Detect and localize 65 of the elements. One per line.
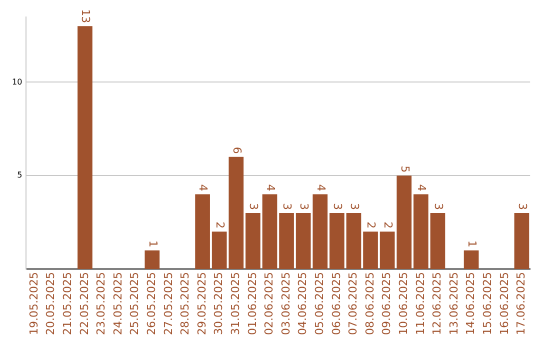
bar — [464, 250, 479, 270]
data-label: 2 — [381, 222, 394, 229]
bar — [78, 26, 92, 270]
data-label: 3 — [297, 202, 310, 210]
x-tick-label: 21.05.2025 — [61, 272, 74, 336]
data-label: 1 — [465, 240, 478, 248]
x-tick-label: 19.05.2025 — [27, 272, 40, 336]
data-label: 5 — [398, 166, 412, 173]
x-tick-label: 07.06.2025 — [346, 272, 360, 336]
x-tick-label: 08.06.2025 — [363, 272, 376, 336]
data-label: 1 — [146, 240, 160, 248]
bar — [279, 212, 294, 270]
x-tick-label: 25.05.2025 — [128, 272, 142, 336]
bar — [195, 194, 210, 270]
x-tick-label: 13.06.2025 — [447, 272, 460, 336]
x-tick-label: 26.05.2025 — [145, 272, 158, 336]
data-label: 4 — [196, 184, 210, 192]
x-tick-label: 30.05.2025 — [212, 272, 226, 336]
bar — [380, 232, 395, 270]
x-tick-label: 11.06.2025 — [414, 272, 427, 336]
bar — [430, 212, 446, 270]
data-label: 4 — [264, 184, 277, 192]
data-label: 3 — [432, 202, 445, 210]
data-label: 4 — [314, 184, 328, 192]
bar — [413, 194, 428, 270]
x-tick-label: 06.06.2025 — [330, 272, 343, 336]
bar — [330, 212, 344, 270]
x-tick-label: 14.06.2025 — [464, 272, 478, 336]
y-tick-label: 10 — [12, 77, 22, 86]
data-label: 13 — [79, 9, 92, 24]
bar — [262, 194, 278, 270]
bar — [514, 212, 530, 270]
x-tick-label: 20.05.2025 — [44, 272, 58, 336]
data-label: 3 — [247, 202, 260, 210]
x-tick-label: 22.05.2025 — [78, 272, 91, 336]
x-tick-label: 12.06.2025 — [430, 272, 444, 336]
x-tick-label: 28.05.2025 — [178, 272, 192, 336]
x-tick-label: 24.05.2025 — [111, 272, 124, 336]
data-label: 3 — [280, 202, 294, 210]
x-tick-label: 09.06.2025 — [380, 272, 394, 336]
bar — [346, 212, 362, 270]
x-tick-label: 15.06.2025 — [480, 272, 494, 336]
bar — [363, 232, 378, 270]
data-label: 3 — [516, 202, 529, 210]
x-tick-label: 10.06.2025 — [396, 272, 410, 336]
x-tick-label: 16.06.2025 — [498, 272, 511, 336]
x-tick-label: 04.06.2025 — [296, 272, 310, 336]
x-tick-label: 17.06.2025 — [514, 272, 528, 336]
data-label: 4 — [415, 184, 428, 192]
x-tick-label: 29.05.2025 — [195, 272, 208, 336]
x-tick-label: 02.06.2025 — [262, 272, 276, 336]
bar — [396, 176, 412, 270]
x-tick-label: 03.06.2025 — [279, 272, 292, 336]
data-label: 6 — [230, 146, 244, 154]
x-tick-label: 27.05.2025 — [162, 272, 175, 336]
x-tick-label: 31.05.2025 — [229, 272, 242, 336]
data-label: 2 — [213, 222, 226, 229]
data-label: 3 — [331, 202, 344, 210]
x-tick-label: 23.05.2025 — [94, 272, 108, 336]
bar — [144, 250, 160, 270]
bar — [246, 212, 260, 270]
x-tick-label: 01.06.2025 — [246, 272, 259, 336]
x-tick-label: 05.06.2025 — [312, 272, 326, 336]
data-label: 3 — [348, 202, 361, 210]
data-label: 2 — [364, 222, 378, 229]
